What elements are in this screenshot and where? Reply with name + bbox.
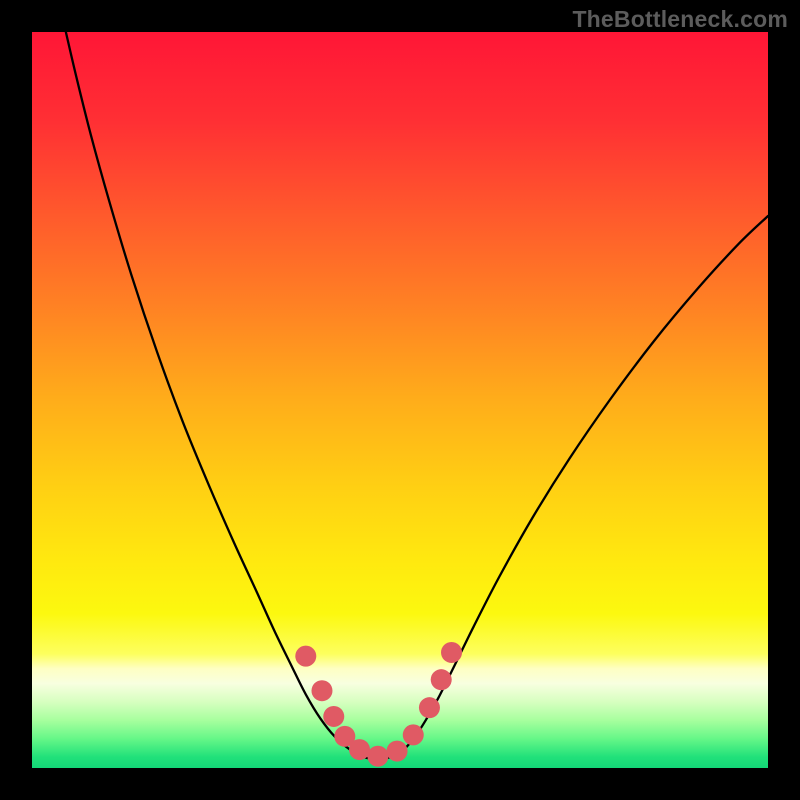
marker-dot <box>295 646 316 667</box>
marker-dot <box>431 669 452 690</box>
marker-dot <box>387 741 408 762</box>
marker-dot <box>349 739 370 760</box>
marker-dot <box>367 746 388 767</box>
marker-dot <box>323 706 344 727</box>
figure-root: TheBottleneck.com <box>0 0 800 800</box>
marker-dot <box>311 680 332 701</box>
plot-area <box>32 32 768 768</box>
chart-svg <box>32 32 768 768</box>
marker-dot <box>441 642 462 663</box>
gradient-background <box>32 32 768 768</box>
marker-dot <box>419 697 440 718</box>
watermark-text: TheBottleneck.com <box>572 6 788 33</box>
marker-dot <box>403 724 424 745</box>
